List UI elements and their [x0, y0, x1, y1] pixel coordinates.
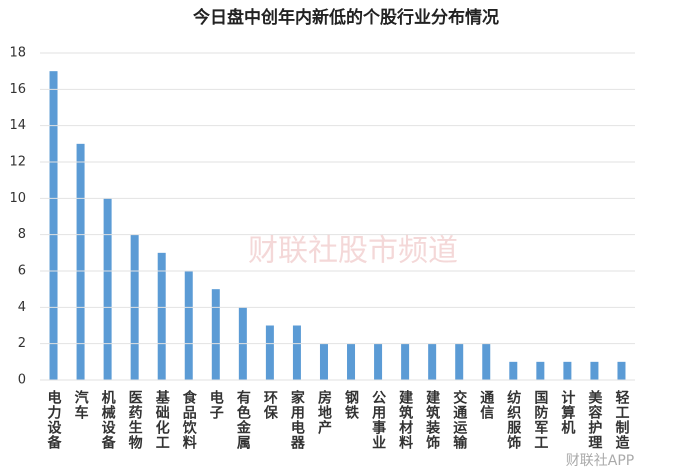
x-tick-label: 计算机	[559, 389, 575, 435]
x-tick-label: 轻工制造	[613, 389, 629, 450]
y-tick-label: 16	[9, 82, 26, 97]
y-tick-label: 6	[18, 264, 26, 279]
x-tick-label: 国防军工	[532, 390, 548, 450]
x-tick-label: 钢铁	[343, 389, 359, 420]
x-tick-label: 建筑装饰	[424, 389, 441, 450]
x-tick-label: 汽车	[73, 389, 89, 420]
bar	[590, 361, 599, 380]
bar	[319, 343, 328, 380]
x-tick-label: 纺织服饰	[505, 389, 521, 450]
x-tick-label: 食品饮料	[181, 389, 198, 450]
y-tick-label: 8	[18, 227, 26, 242]
bar	[617, 361, 626, 380]
x-tick-label: 家用电器	[289, 389, 306, 450]
x-tick-label: 公用事业	[370, 390, 386, 450]
watermark: 财联社股市频道	[248, 234, 458, 269]
bar	[103, 198, 112, 380]
source: 财联社APP	[566, 453, 634, 469]
y-tick-label: 0	[18, 373, 26, 388]
bar	[265, 325, 274, 380]
bar	[347, 343, 356, 380]
x-tick-label: 电子	[208, 389, 224, 420]
x-tick-label: 机械设备	[100, 389, 117, 450]
x-tick-label: 基础化工	[154, 389, 170, 450]
bar	[374, 343, 383, 380]
bar	[184, 271, 193, 380]
x-tick-label: 美容护理	[586, 389, 603, 450]
x-tick-label: 交通运输	[451, 389, 467, 450]
y-tick-label: 4	[18, 300, 26, 315]
x-tick-label: 建筑材料	[397, 389, 413, 450]
y-tick-label: 14	[9, 118, 26, 133]
bar	[157, 252, 166, 380]
y-tick-label: 12	[9, 155, 26, 170]
x-tick-label: 医药生物	[127, 390, 143, 450]
x-tick-label: 电力设备	[46, 389, 63, 450]
bar	[536, 361, 545, 380]
bar	[455, 343, 464, 380]
bar	[563, 361, 572, 380]
y-tick-label: 10	[9, 191, 26, 206]
bar	[482, 343, 491, 380]
bar	[76, 143, 85, 380]
bar	[211, 289, 220, 380]
x-tick-label: 通信	[478, 390, 494, 420]
bar	[49, 71, 58, 381]
bar	[428, 343, 437, 380]
bar	[401, 343, 410, 380]
chart-title: 今日盘中创年内新低的个股行业分布情况	[193, 7, 499, 28]
y-tick-label: 2	[18, 336, 26, 351]
x-tick-label: 有色金属	[235, 389, 252, 450]
x-tick-label: 环保	[262, 390, 279, 420]
y-tick-label: 18	[9, 46, 26, 61]
bar	[292, 325, 301, 380]
x-tick-label: 房地产	[316, 389, 332, 435]
bar	[509, 361, 518, 380]
